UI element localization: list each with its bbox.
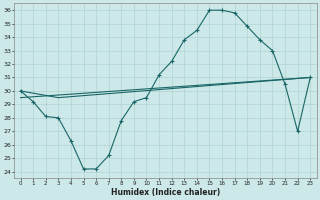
X-axis label: Humidex (Indice chaleur): Humidex (Indice chaleur)	[111, 188, 220, 197]
